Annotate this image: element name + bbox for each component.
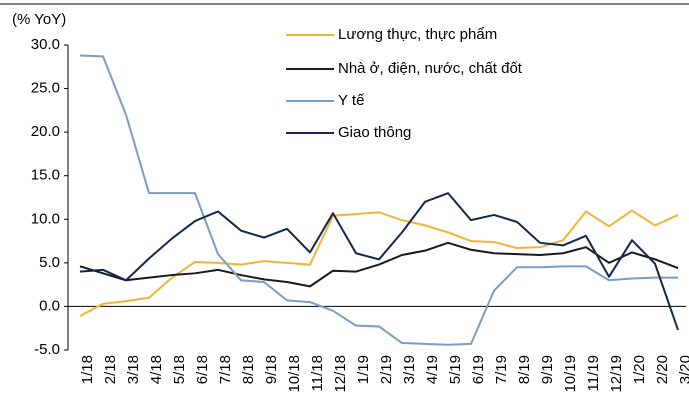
y-tick-label: 30.0 — [31, 36, 60, 53]
x-tick-label: 1/20 — [631, 355, 648, 384]
x-tick-label: 3/19 — [401, 355, 418, 384]
legend-label: Nhà ở, điện, nước, chất đốt — [338, 60, 523, 77]
y-tick-label: 0.0 — [39, 297, 60, 314]
x-tick-label: 8/18 — [240, 355, 257, 384]
x-tick-label: 1/18 — [79, 355, 96, 384]
y-tick-label: 15.0 — [31, 167, 60, 184]
legend-label: Y tế — [338, 92, 365, 109]
y-tick-label: -5.0 — [34, 341, 60, 358]
x-tick-label: 3/18 — [125, 355, 142, 384]
x-tick-label: 2/19 — [378, 355, 395, 384]
y-tick-label: 10.0 — [31, 210, 60, 227]
x-tick-label: 11/19 — [585, 355, 602, 391]
x-tick-label: 5/18 — [171, 355, 188, 384]
x-tick-label: 7/18 — [217, 355, 234, 384]
x-tick-label: 6/19 — [470, 355, 487, 384]
x-tick-label: 2/20 — [654, 355, 671, 384]
x-tick-label: 12/19 — [608, 355, 625, 393]
x-tick-label: 6/18 — [194, 355, 211, 384]
series-line — [79, 241, 679, 288]
x-tick-label: 4/18 — [148, 355, 165, 384]
x-tick-label: 1/19 — [355, 355, 372, 384]
x-tick-label: 9/18 — [263, 355, 280, 384]
y-tick-label: 25.0 — [31, 80, 60, 97]
x-tick-label: 12/18 — [332, 355, 349, 393]
x-tick-label: 10/19 — [562, 355, 579, 393]
x-tick-label: 11/18 — [309, 355, 326, 391]
legend-label: Giao thông — [338, 124, 411, 141]
x-tick-label: 10/18 — [286, 355, 303, 393]
x-tick-label: 3/20 — [677, 355, 689, 384]
x-tick-label: 2/18 — [102, 355, 119, 384]
y-tick-label: 20.0 — [31, 123, 60, 140]
series-line — [79, 54, 678, 346]
x-tick-label: 4/19 — [424, 355, 441, 384]
x-tick-label: 9/19 — [539, 355, 556, 384]
legend-label: Lương thực, thực phẩm — [338, 26, 497, 43]
y-tick-label: 5.0 — [39, 254, 60, 271]
series-line — [79, 209, 679, 317]
x-tick-label: 8/19 — [516, 355, 533, 384]
x-tick-label: 7/19 — [493, 355, 510, 384]
x-tick-label: 5/19 — [447, 355, 464, 384]
series-line — [79, 192, 679, 331]
y-axis-label: (% YoY) — [12, 11, 66, 28]
